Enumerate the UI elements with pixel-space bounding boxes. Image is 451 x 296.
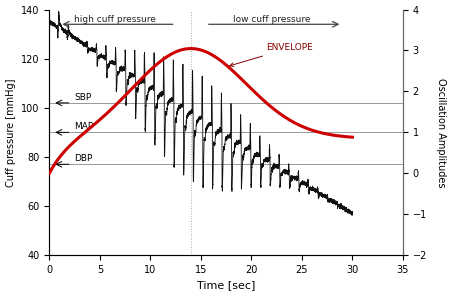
Text: DBP: DBP [74,154,93,163]
Text: MAP: MAP [74,122,94,131]
Y-axis label: Cuff pressure [mmHg]: Cuff pressure [mmHg] [5,78,15,186]
Text: SBP: SBP [74,93,92,102]
Y-axis label: Oscillation Amplitudes: Oscillation Amplitudes [436,78,446,187]
Text: low cuff pressure: low cuff pressure [232,15,310,24]
Text: high cuff pressure: high cuff pressure [74,15,156,24]
X-axis label: Time [sec]: Time [sec] [197,280,255,290]
Text: ENVELOPE: ENVELOPE [229,44,313,67]
